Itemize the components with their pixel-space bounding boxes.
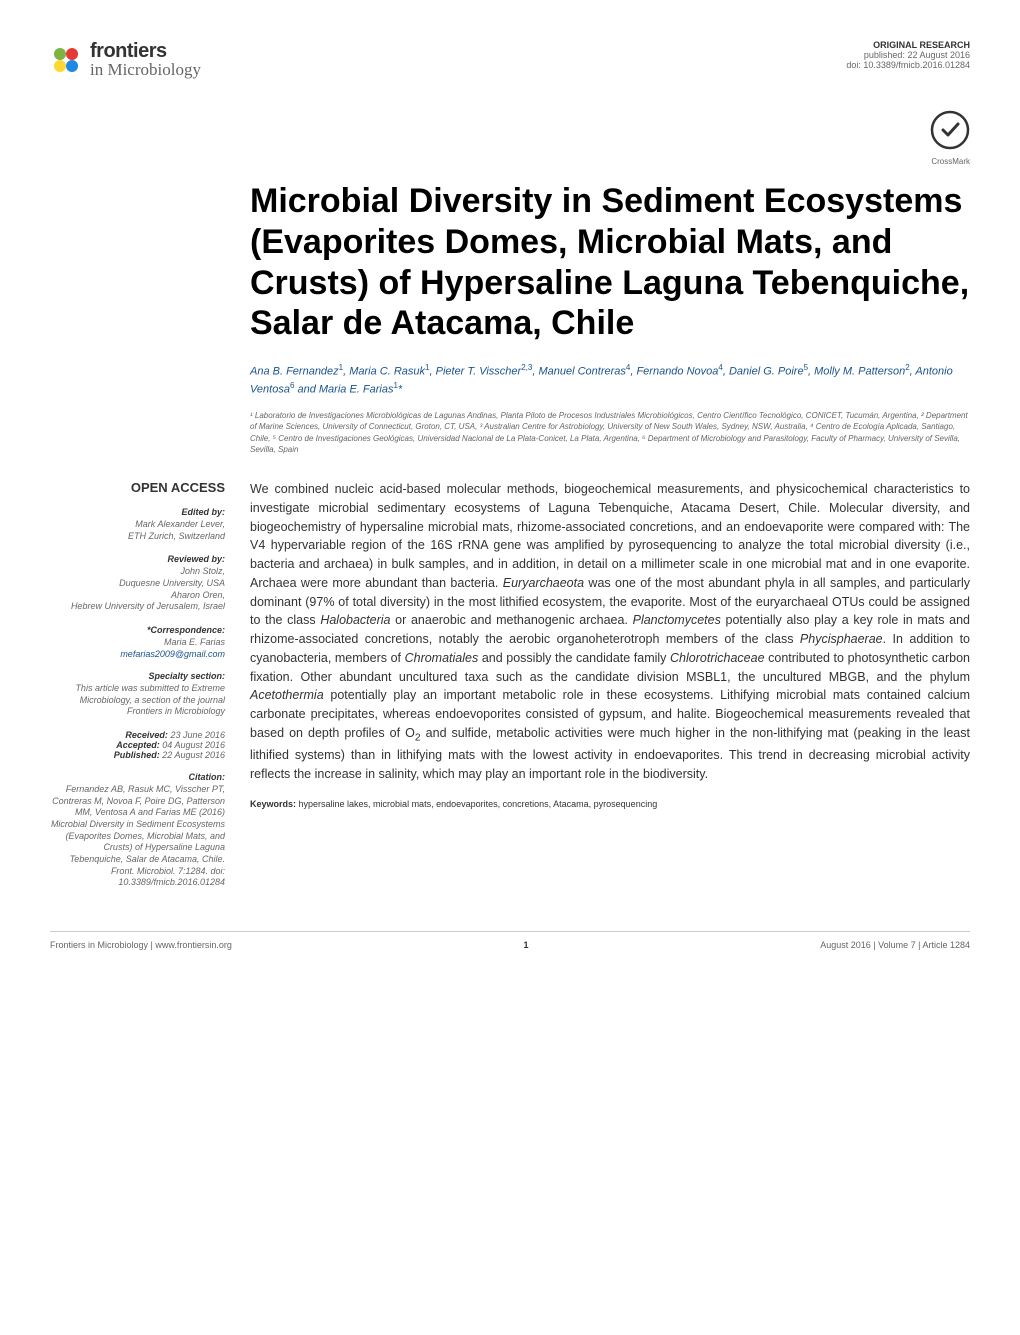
accepted-date: 04 August 2016: [160, 740, 225, 750]
sidebar: OPEN ACCESS Edited by: Mark Alexander Le…: [50, 480, 225, 901]
reviewed-by-label: Reviewed by:: [50, 554, 225, 564]
page-number: 1: [524, 940, 529, 950]
published-date-sidebar: 22 August 2016: [160, 750, 225, 760]
reviewed-by-section: Reviewed by: John Stolz, Duquesne Univer…: [50, 554, 225, 613]
published-date: published: 22 August 2016: [846, 50, 970, 60]
edited-by-label: Edited by:: [50, 507, 225, 517]
citation-section: Citation: Fernandez AB, Rasuk MC, Vissch…: [50, 772, 225, 889]
crossmark-label: CrossMark: [50, 157, 970, 166]
editor-affil: ETH Zurich, Switzerland: [50, 531, 225, 543]
reviewer1-affil: Duquesne University, USA: [50, 578, 225, 590]
published-label: Published:: [114, 750, 160, 760]
citation-text: Fernandez AB, Rasuk MC, Visscher PT, Con…: [50, 784, 225, 889]
logo-journal-text: in Microbiology: [90, 60, 201, 80]
article-title: Microbial Diversity in Sediment Ecosyste…: [250, 181, 970, 344]
received-date: 23 June 2016: [168, 730, 225, 740]
keywords-text: hypersaline lakes, microbial mats, endoe…: [299, 799, 658, 809]
corr-name: Maria E. Farias: [50, 637, 225, 649]
authors-list: Ana B. Fernandez1, Maria C. Rasuk1, Piet…: [250, 362, 970, 398]
accepted-label: Accepted:: [116, 740, 160, 750]
keywords-label: Keywords:: [250, 799, 299, 809]
reviewer2-affil: Hebrew University of Jerusalem, Israel: [50, 601, 225, 613]
corr-email[interactable]: mefarias2009@gmail.com: [50, 649, 225, 659]
editor-name: Mark Alexander Lever,: [50, 519, 225, 531]
specialty-section: Specialty section: This article was subm…: [50, 671, 225, 718]
reviewer2-name: Aharon Oren,: [50, 590, 225, 602]
abstract-text: We combined nucleic acid-based molecular…: [250, 480, 970, 783]
specialty-label: Specialty section:: [50, 671, 225, 681]
specialty-text: This article was submitted to Extreme Mi…: [50, 683, 225, 718]
correspondence-section: *Correspondence: Maria E. Farias mefaria…: [50, 625, 225, 659]
received-label: Received:: [125, 730, 168, 740]
publication-meta: ORIGINAL RESEARCH published: 22 August 2…: [846, 40, 970, 70]
footer-right: August 2016 | Volume 7 | Article 1284: [820, 940, 970, 950]
journal-logo: frontiers in Microbiology: [50, 40, 201, 80]
open-access-label: OPEN ACCESS: [50, 480, 225, 495]
keywords: Keywords: hypersaline lakes, microbial m…: [250, 799, 970, 809]
dates-section: Received: 23 June 2016 Accepted: 04 Augu…: [50, 730, 225, 760]
doi-link[interactable]: doi: 10.3389/fmicb.2016.01284: [846, 60, 970, 70]
reviewer1-name: John Stolz,: [50, 566, 225, 578]
correspondence-label: *Correspondence:: [50, 625, 225, 635]
crossmark-icon: [930, 110, 970, 150]
citation-label: Citation:: [50, 772, 225, 782]
page-footer: Frontiers in Microbiology | www.frontier…: [50, 931, 970, 950]
affiliations-list: ¹ Laboratorio de Investigaciones Microbi…: [250, 410, 970, 455]
header: frontiers in Microbiology ORIGINAL RESEA…: [50, 40, 970, 80]
article-type: ORIGINAL RESEARCH: [846, 40, 970, 50]
crossmark-badge[interactable]: CrossMark: [50, 110, 970, 166]
frontiers-logo-icon: [50, 44, 82, 76]
edited-by-section: Edited by: Mark Alexander Lever, ETH Zur…: [50, 507, 225, 542]
footer-left[interactable]: Frontiers in Microbiology | www.frontier…: [50, 940, 232, 950]
